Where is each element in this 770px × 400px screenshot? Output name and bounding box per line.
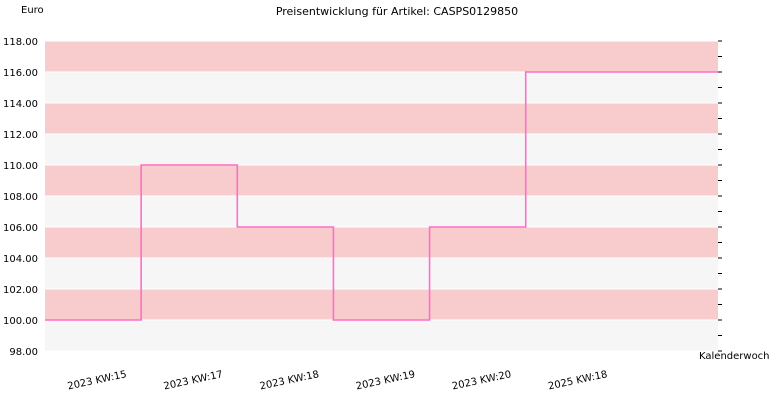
x-tick-label: 2023 KW:20: [451, 369, 512, 392]
band-1: [45, 289, 718, 320]
price-series-line: [45, 71, 718, 321]
y-tick-label: 102.00: [3, 285, 38, 296]
x-axis-label: Kalenderwoche: [699, 351, 770, 362]
band-4: [45, 196, 718, 227]
y-tick-label: 114.00: [3, 99, 38, 110]
band-3: [45, 227, 718, 258]
y-tick-label: 104.00: [3, 254, 38, 265]
y-tick-label: 112.00: [3, 130, 38, 141]
y-axis-label: Euro: [21, 5, 44, 16]
background-bands: [45, 41, 718, 351]
y-tick-label: 110.00: [3, 161, 38, 172]
y-tick-label: 106.00: [3, 223, 38, 234]
y-tick-label: 98.00: [9, 347, 38, 358]
band-8: [45, 72, 718, 103]
grid-lines: [45, 40, 718, 352]
series-layer: [45, 71, 718, 321]
x-tick-label: 2023 KW:19: [355, 369, 416, 392]
x-tick-label: 2025 KW:18: [547, 369, 608, 392]
y-tick-label: 116.00: [3, 68, 38, 79]
x-tick-label: 2023 KW:18: [259, 369, 320, 392]
y-tick-labels: 98.00 100.00 102.00 104.00 106.00 108.00 110.0…: [3, 37, 38, 358]
band-5: [45, 165, 718, 196]
chart-title: Preisentwicklung für Artikel: CASPS01298…: [276, 5, 518, 18]
band-2: [45, 258, 718, 289]
right-ticks: [718, 40, 722, 352]
x-tick-labels: 2023 KW:15 2023 KW:17 2023 KW:18 2023 KW:19…: [67, 369, 609, 392]
x-tick-label: 2023 KW:15: [67, 369, 128, 392]
band-6: [45, 134, 718, 165]
band-9: [45, 41, 718, 72]
band-0: [45, 320, 718, 351]
y-tick-label: 108.00: [3, 192, 38, 203]
y-tick-label: 118.00: [3, 37, 38, 48]
band-7: [45, 103, 718, 134]
y-tick-label: 100.00: [3, 316, 38, 327]
x-tick-label: 2023 KW:17: [163, 369, 224, 392]
